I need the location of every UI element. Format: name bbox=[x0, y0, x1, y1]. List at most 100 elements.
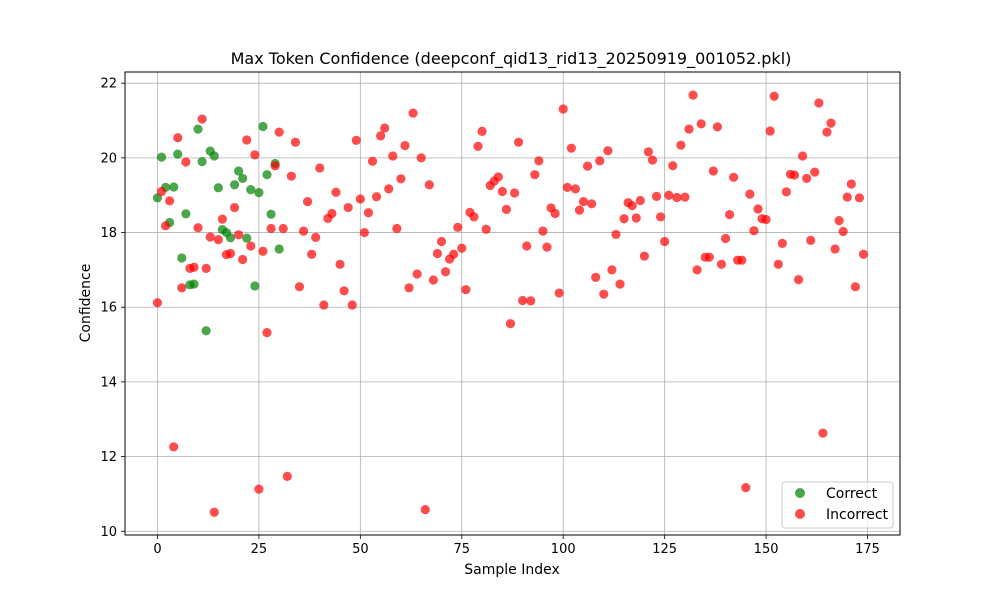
y-tick-label: 22 bbox=[100, 77, 117, 92]
incorrect-point bbox=[213, 235, 223, 245]
incorrect-point bbox=[773, 259, 783, 269]
x-tick-label: 100 bbox=[551, 542, 576, 557]
incorrect-point bbox=[737, 255, 747, 265]
incorrect-point bbox=[225, 248, 236, 259]
incorrect-point bbox=[359, 227, 369, 238]
incorrect-point bbox=[587, 199, 597, 209]
incorrect-point bbox=[749, 226, 759, 236]
legend-box bbox=[781, 481, 894, 529]
incorrect-point bbox=[173, 133, 183, 143]
legend-incorrect-marker bbox=[795, 509, 805, 519]
incorrect-point bbox=[615, 279, 625, 289]
incorrect-point bbox=[753, 204, 763, 214]
incorrect-point bbox=[822, 127, 832, 137]
incorrect-series bbox=[152, 90, 869, 517]
incorrect-point bbox=[570, 184, 580, 194]
incorrect-point bbox=[716, 259, 727, 269]
legend-incorrect-label: Incorrect bbox=[826, 507, 889, 523]
incorrect-point bbox=[262, 328, 272, 338]
incorrect-point bbox=[834, 216, 844, 226]
incorrect-point bbox=[319, 300, 329, 310]
incorrect-point bbox=[311, 232, 321, 243]
incorrect-point bbox=[611, 229, 621, 240]
incorrect-point bbox=[266, 223, 276, 234]
incorrect-point bbox=[741, 482, 751, 493]
correct-point bbox=[266, 209, 276, 219]
x-tick-label: 150 bbox=[754, 542, 779, 557]
incorrect-point bbox=[854, 193, 865, 203]
correct-point bbox=[262, 170, 272, 180]
correct-point bbox=[201, 326, 211, 336]
legend: Correct Incorrect bbox=[781, 481, 894, 529]
incorrect-point bbox=[509, 188, 520, 198]
incorrect-point bbox=[522, 241, 532, 251]
incorrect-point bbox=[688, 90, 698, 100]
incorrect-point bbox=[842, 192, 852, 202]
incorrect-point bbox=[169, 442, 179, 452]
x-grid bbox=[157, 72, 868, 535]
correct-point bbox=[213, 183, 223, 193]
incorrect-point bbox=[156, 186, 167, 197]
incorrect-point bbox=[566, 143, 576, 153]
incorrect-point bbox=[302, 196, 313, 207]
incorrect-point bbox=[789, 170, 800, 180]
incorrect-point bbox=[745, 189, 755, 199]
incorrect-point bbox=[672, 192, 682, 203]
y-tick-label: 14 bbox=[100, 375, 117, 390]
incorrect-point bbox=[197, 114, 207, 124]
correct-point bbox=[246, 185, 256, 195]
legend-correct-label: Correct bbox=[826, 486, 878, 502]
incorrect-point bbox=[850, 282, 860, 292]
incorrect-point bbox=[294, 282, 305, 292]
incorrect-point bbox=[477, 126, 487, 136]
incorrect-point bbox=[335, 259, 345, 269]
incorrect-point bbox=[704, 252, 714, 262]
incorrect-point bbox=[290, 137, 301, 147]
incorrect-point bbox=[761, 214, 771, 225]
y-ticks: 10 12 14 16 18 20 22 bbox=[100, 77, 125, 540]
incorrect-point bbox=[660, 236, 670, 247]
incorrect-point bbox=[327, 208, 337, 219]
incorrect-point bbox=[339, 286, 349, 296]
incorrect-point bbox=[647, 155, 658, 165]
correct-point bbox=[177, 253, 187, 263]
incorrect-point bbox=[217, 214, 227, 224]
incorrect-point bbox=[408, 108, 418, 118]
y-tick-label: 10 bbox=[100, 525, 117, 540]
legend-correct-marker bbox=[795, 488, 805, 498]
incorrect-point bbox=[351, 135, 361, 145]
incorrect-point bbox=[165, 196, 175, 206]
incorrect-point bbox=[607, 265, 617, 275]
incorrect-point bbox=[538, 226, 548, 236]
correct-series bbox=[152, 121, 284, 336]
correct-point bbox=[250, 281, 260, 291]
correct-point bbox=[181, 209, 191, 219]
incorrect-point bbox=[664, 190, 674, 200]
incorrect-point bbox=[558, 104, 568, 114]
incorrect-point bbox=[692, 265, 702, 275]
incorrect-point bbox=[781, 187, 791, 197]
incorrect-point bbox=[591, 272, 601, 282]
incorrect-point bbox=[286, 171, 296, 181]
incorrect-point bbox=[343, 202, 353, 213]
correct-point bbox=[173, 149, 183, 159]
incorrect-point bbox=[355, 194, 365, 204]
correct-point bbox=[209, 151, 219, 161]
incorrect-point bbox=[818, 428, 828, 438]
incorrect-point bbox=[307, 249, 317, 259]
incorrect-point bbox=[619, 214, 629, 224]
incorrect-point bbox=[651, 191, 662, 201]
incorrect-point bbox=[205, 232, 215, 242]
incorrect-point bbox=[363, 208, 374, 218]
incorrect-point bbox=[513, 137, 524, 147]
incorrect-point bbox=[826, 118, 836, 128]
incorrect-point bbox=[250, 150, 260, 160]
correct-point bbox=[193, 124, 203, 134]
incorrect-point bbox=[720, 233, 731, 244]
incorrect-point bbox=[505, 319, 516, 329]
incorrect-point bbox=[501, 204, 512, 215]
incorrect-point bbox=[656, 212, 666, 222]
incorrect-point bbox=[627, 201, 637, 211]
incorrect-point bbox=[412, 269, 422, 279]
incorrect-point bbox=[599, 289, 609, 299]
